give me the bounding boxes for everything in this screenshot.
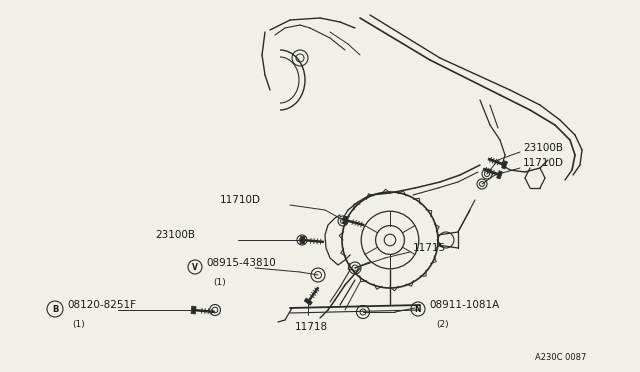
Text: A230C 0087: A230C 0087	[535, 353, 586, 362]
Text: 08915-43810: 08915-43810	[206, 258, 276, 268]
Polygon shape	[304, 298, 312, 305]
Text: 08911-1081A: 08911-1081A	[429, 300, 499, 310]
Text: 11710D: 11710D	[220, 195, 261, 205]
Text: N: N	[415, 305, 421, 314]
Polygon shape	[342, 216, 348, 224]
Text: 08120-8251F: 08120-8251F	[67, 300, 136, 310]
Text: V: V	[192, 263, 198, 272]
Text: B: B	[52, 305, 58, 314]
Polygon shape	[497, 171, 502, 179]
Text: (2): (2)	[436, 320, 449, 329]
Text: 23100B: 23100B	[523, 143, 563, 153]
Polygon shape	[502, 161, 508, 169]
Text: (1): (1)	[72, 320, 84, 329]
Polygon shape	[300, 236, 305, 244]
Text: 11718: 11718	[295, 322, 328, 332]
Text: 11715: 11715	[413, 243, 446, 253]
Text: 11710D: 11710D	[523, 158, 564, 168]
Polygon shape	[191, 306, 196, 314]
Text: (1): (1)	[213, 278, 226, 287]
Text: 23100B: 23100B	[155, 230, 195, 240]
